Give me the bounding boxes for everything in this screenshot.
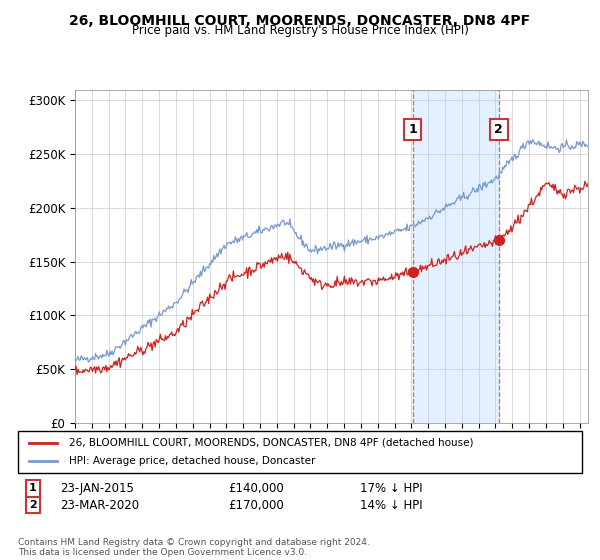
Text: 2: 2 <box>494 123 503 136</box>
Text: 23-MAR-2020: 23-MAR-2020 <box>60 498 139 512</box>
Text: 26, BLOOMHILL COURT, MOORENDS, DONCASTER, DN8 4PF: 26, BLOOMHILL COURT, MOORENDS, DONCASTER… <box>70 14 530 28</box>
Text: 1: 1 <box>408 123 417 136</box>
Text: 26, BLOOMHILL COURT, MOORENDS, DONCASTER, DN8 4PF (detached house): 26, BLOOMHILL COURT, MOORENDS, DONCASTER… <box>69 438 473 448</box>
Text: £170,000: £170,000 <box>228 498 284 512</box>
Bar <box>413 90 499 423</box>
Text: Price paid vs. HM Land Registry's House Price Index (HPI): Price paid vs. HM Land Registry's House … <box>131 24 469 37</box>
Text: 2: 2 <box>29 500 37 510</box>
Text: 1: 1 <box>29 483 37 493</box>
Text: £140,000: £140,000 <box>228 482 284 495</box>
Text: HPI: Average price, detached house, Doncaster: HPI: Average price, detached house, Donc… <box>69 456 315 466</box>
Text: 17% ↓ HPI: 17% ↓ HPI <box>360 482 422 495</box>
FancyBboxPatch shape <box>18 431 582 473</box>
Text: 14% ↓ HPI: 14% ↓ HPI <box>360 498 422 512</box>
Text: Contains HM Land Registry data © Crown copyright and database right 2024.
This d: Contains HM Land Registry data © Crown c… <box>18 538 370 557</box>
Text: 23-JAN-2015: 23-JAN-2015 <box>60 482 134 495</box>
